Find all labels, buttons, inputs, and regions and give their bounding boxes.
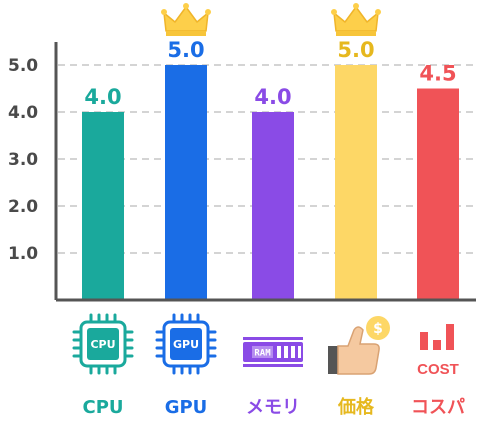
gpu-icon-text: GPU	[173, 338, 199, 351]
data-label: 5.0	[167, 38, 204, 62]
category-label: メモリ	[246, 397, 300, 418]
ram-module-icon: RAM	[243, 337, 303, 367]
category-label: GPU	[165, 397, 208, 418]
data-label: 4.0	[84, 85, 121, 109]
y-tick-label: 5.0	[8, 56, 38, 76]
category-labels: CPU GPU メモリ 価格 コスパ	[82, 396, 465, 418]
category-label: 価格	[337, 396, 375, 418]
bar	[252, 112, 294, 300]
bar	[82, 112, 124, 300]
bar	[417, 88, 459, 300]
y-tick-label: 2.0	[8, 197, 38, 217]
bar	[335, 65, 377, 300]
cost-bars-icon: COST	[417, 324, 459, 378]
y-tick-label: 3.0	[8, 150, 38, 170]
thumbs-up-coin-icon: $	[328, 316, 390, 375]
cpu-chip-icon: CPU	[72, 313, 134, 375]
coin-icon-text: $	[373, 321, 383, 337]
data-label: 4.5	[419, 62, 456, 86]
y-tick-label: 4.0	[8, 103, 38, 123]
category-label: コスパ	[411, 397, 465, 418]
crown-icon	[161, 3, 211, 36]
bar	[165, 65, 207, 300]
category-label: CPU	[82, 397, 123, 418]
crown-icon	[331, 3, 381, 36]
y-tick-label: 1.0	[8, 244, 38, 264]
crowns	[161, 3, 381, 36]
value-labels: 4.0 5.0 4.0 5.0 4.5	[84, 38, 456, 109]
cost-icon-text: COST	[417, 361, 459, 378]
bars	[82, 65, 459, 300]
data-label: 4.0	[254, 85, 291, 109]
cpu-icon-text: CPU	[90, 338, 115, 351]
gpu-chip-icon: GPU	[155, 313, 217, 375]
y-axis-ticks: 1.0 2.0 3.0 4.0 5.0	[8, 56, 38, 264]
data-label: 5.0	[337, 38, 374, 62]
ram-icon-text: RAM	[254, 349, 271, 359]
